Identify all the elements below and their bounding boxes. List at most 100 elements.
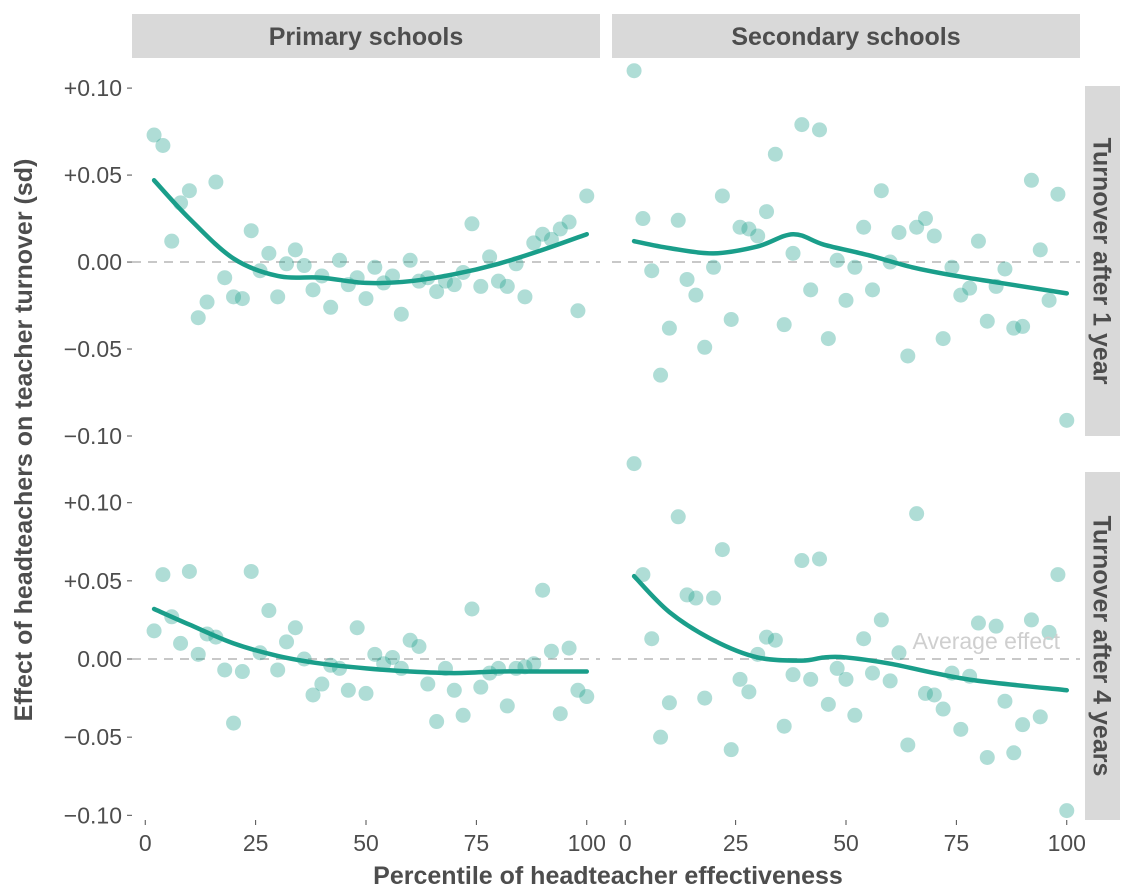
data-point [661,320,677,336]
data-point [864,282,880,298]
data-point [517,289,533,305]
data-point [794,553,810,569]
data-point [384,268,400,284]
data-point [1059,803,1075,819]
data-point [847,259,863,275]
data-point [164,233,180,249]
x-tick-label: 0 [619,830,632,856]
data-point [226,289,242,305]
data-point [552,221,568,237]
y-tick-label: 0.00 [77,646,122,672]
data-point [279,634,295,650]
y-tick-label: +0.10 [64,490,122,516]
data-point [499,278,515,294]
data-point [706,259,722,275]
data-point [155,137,171,153]
data-point [173,635,189,651]
data-point [997,693,1013,709]
data-point [820,696,836,712]
data-point [714,542,730,558]
data-point [1050,186,1066,202]
data-point [856,219,872,235]
data-point [464,601,480,617]
data-point [732,671,748,687]
data-point [190,310,206,326]
data-point [891,224,907,240]
data-point [644,631,660,647]
data-point [1023,612,1039,628]
data-point [367,259,383,275]
data-point [741,684,757,700]
x-tick-label: 75 [464,830,490,856]
data-point [526,235,542,251]
data-point [979,313,995,329]
data-point [1032,709,1048,725]
data-point [917,211,933,227]
data-point [829,660,845,676]
data-point [570,303,586,319]
data-point [723,742,739,758]
y-tick-label: −0.05 [64,336,122,362]
y-axis-title: Effect of headteachers on teacher turnov… [10,159,38,722]
x-tick-label: 75 [944,830,970,856]
data-point [679,271,695,287]
data-point [750,228,766,244]
y-tick-label: 0.00 [77,249,122,275]
data-point [873,183,889,199]
x-axis-title: Percentile of headteacher effectiveness [373,862,843,889]
data-point [535,582,551,598]
x-tick-label: 50 [833,830,859,856]
data-point [812,551,828,567]
data-point [1023,172,1039,188]
data-point [829,252,845,268]
data-point [208,174,224,190]
data-point [626,63,642,79]
data-point [864,665,880,681]
data-point [759,204,775,220]
data-point [181,183,197,199]
data-point [838,671,854,687]
data-point [626,456,642,472]
data-point [535,226,551,242]
strip-label-turnover-after-4-years: Turnover after 4 years [1088,516,1116,777]
data-point [909,219,925,235]
panel-secondary-schools-turnover-after-1-year [612,63,1080,428]
data-point [670,509,686,525]
data-point [384,649,400,665]
data-point [935,701,951,717]
data-point [953,721,969,737]
data-point [579,188,595,204]
data-point [561,640,577,656]
y-tick-label: +0.10 [64,75,122,101]
data-point [429,714,445,730]
data-point [579,689,595,705]
data-point [785,245,801,261]
data-point [482,249,498,265]
data-point [917,685,933,701]
data-point [367,646,383,662]
data-point [190,646,206,662]
data-point [305,282,321,298]
data-point [270,289,286,305]
data-point [261,245,277,261]
data-point [679,587,695,603]
data-point [697,339,713,355]
data-point [785,667,801,683]
data-point [820,331,836,347]
data-point [1059,412,1075,428]
data-point [270,662,286,678]
data-point [1006,320,1022,336]
data-point [653,367,669,383]
data-point [635,211,651,227]
data-point [1032,242,1048,258]
y-tick-label: −0.05 [64,724,122,750]
strip-secondary-schools [612,14,1080,58]
data-point [856,631,872,647]
data-point [794,117,810,133]
x-tick-label: 0 [139,830,152,856]
data-point [552,706,568,722]
data-point [340,682,356,698]
data-point [199,294,215,310]
data-point [411,639,427,655]
data-point [1006,745,1022,761]
